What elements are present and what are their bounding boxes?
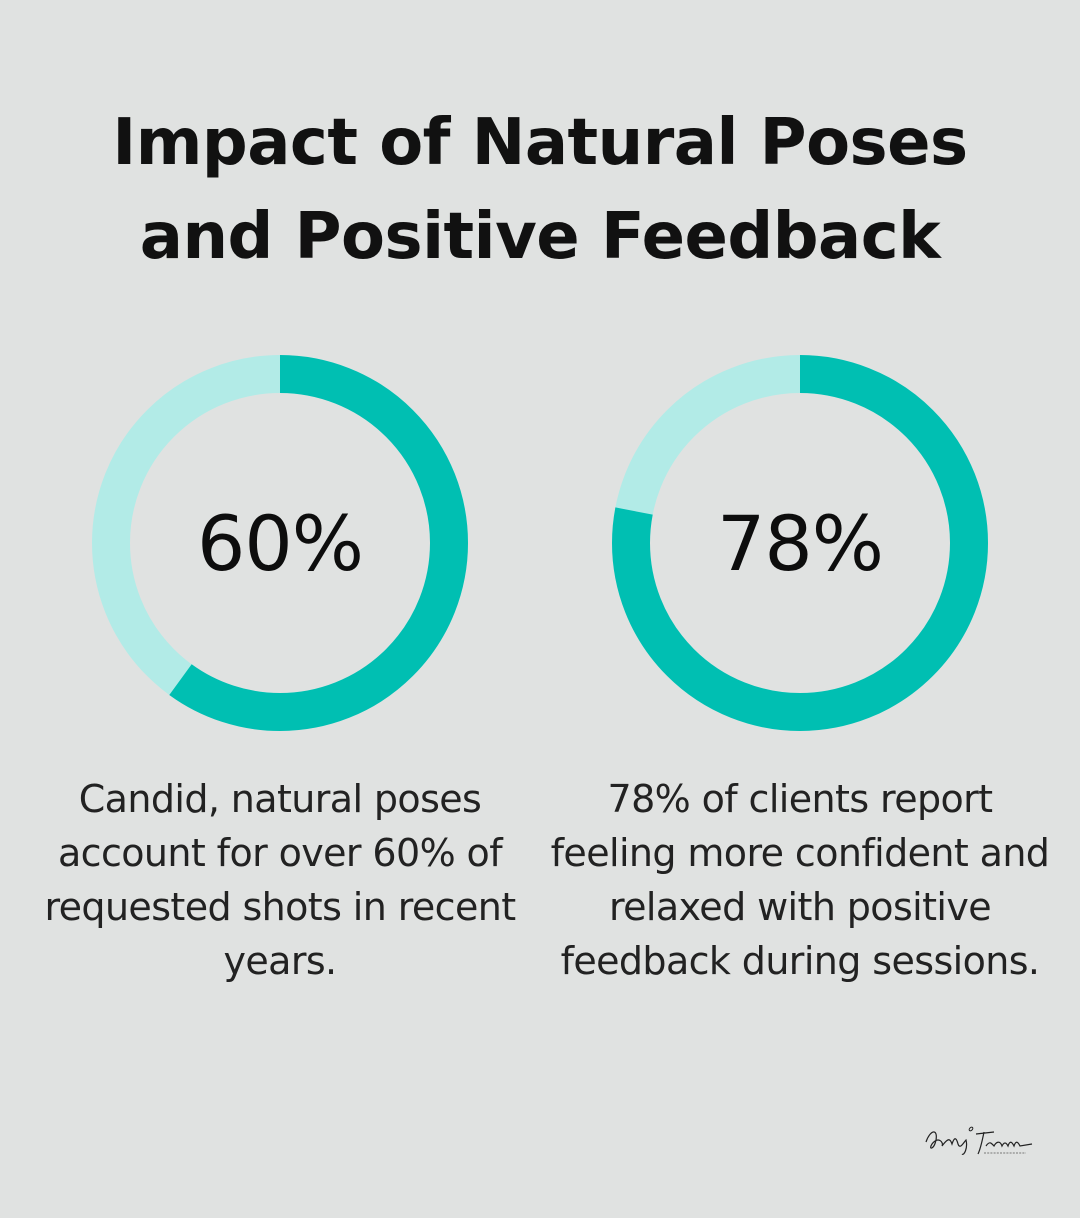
stat-value: 78% [717, 498, 884, 588]
ring-progress [92, 355, 468, 731]
stat-ring-positive-feedback: 78% [612, 355, 988, 731]
page-title: Impact of Natural Poses and Positive Fee… [0, 96, 1080, 284]
signature-logo [925, 1126, 1033, 1155]
stat-value: 60% [197, 498, 364, 588]
ring-progress [612, 355, 988, 731]
donut-chart [92, 355, 468, 731]
stat-description-positive-feedback: 78% of clients report feeling more confi… [550, 777, 1050, 983]
stat-description-natural-poses: Candid, natural poses account for over 6… [44, 777, 516, 983]
donut-chart [612, 355, 988, 731]
stat-ring-natural-poses: 60% [92, 355, 468, 731]
title-line-2: and Positive Feedback [139, 200, 941, 274]
title-line-1: Impact of Natural Poses [112, 106, 968, 180]
